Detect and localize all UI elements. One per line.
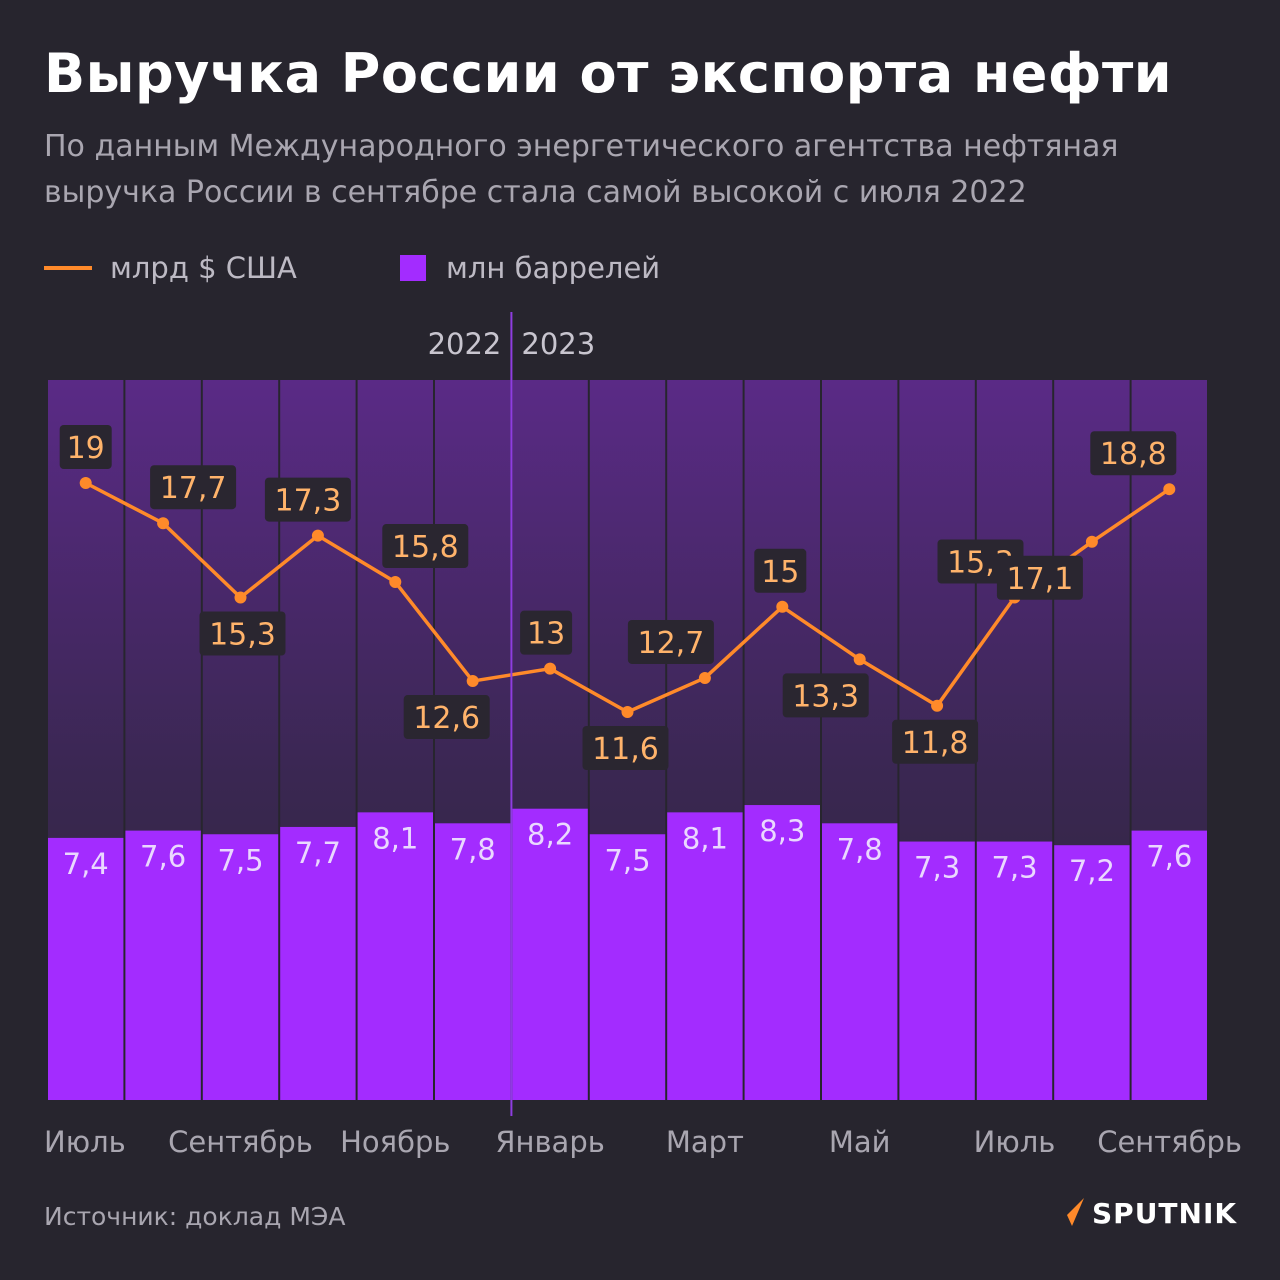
legend-item-volume: млн баррелей — [400, 250, 660, 286]
x-tick-label: Май — [829, 1125, 891, 1159]
revenue-label-box — [520, 610, 573, 655]
revenue-label-box — [627, 619, 714, 664]
volume-bar-label: 7,8 — [837, 832, 883, 866]
sputnik-logo-icon — [1054, 1198, 1084, 1228]
revenue-point — [389, 576, 402, 589]
revenue-label-box — [782, 673, 869, 718]
legend-label-volume: млн баррелей — [446, 251, 661, 285]
x-tick-label: Январь — [495, 1125, 604, 1159]
revenue-point — [544, 662, 557, 675]
volume-bar — [822, 823, 898, 1100]
revenue-point — [311, 529, 324, 542]
x-tick-label: Сентябрь — [1097, 1125, 1242, 1159]
revenue-label: 11,8 — [902, 726, 969, 761]
year-label-2023: 2023 — [521, 327, 595, 361]
volume-bar-label: 7,3 — [914, 851, 960, 885]
volume-bar — [435, 823, 511, 1100]
source-note: Источник: доклад МЭА — [44, 1202, 346, 1231]
volume-bar — [667, 812, 743, 1100]
revenue-point — [1085, 535, 1098, 548]
volume-bar-label: 7,6 — [140, 840, 186, 874]
volume-bar — [589, 834, 666, 1100]
volume-bar — [357, 812, 433, 1100]
volume-bar — [280, 826, 356, 1100]
legend-label-revenue: млрд $ США — [110, 251, 297, 285]
sputnik-logo-text: SPUTNIK — [1092, 1196, 1238, 1230]
volume-bar — [976, 841, 1053, 1100]
revenue-point — [621, 706, 634, 718]
revenue-point — [853, 653, 866, 666]
revenue-point — [79, 477, 92, 489]
volume-bar-label: 8,1 — [372, 821, 418, 855]
x-tick-label: Июль — [44, 1125, 126, 1159]
revenue-label: 11,6 — [592, 732, 659, 767]
x-tick-label: Сентябрь — [168, 1125, 313, 1159]
revenue-label-box — [199, 611, 286, 656]
volume-bar — [1054, 845, 1130, 1100]
revenue-label: 12,7 — [638, 626, 705, 661]
revenue-point — [157, 517, 170, 530]
chart-subtitle: По данным Международного энергетического… — [44, 129, 1119, 210]
revenue-label-box — [582, 726, 669, 770]
revenue-point — [931, 699, 944, 712]
revenue-label: 15,3 — [209, 618, 276, 653]
revenue-label: 18,8 — [1100, 437, 1167, 472]
revenue-point — [698, 671, 711, 684]
revenue-label: 15,8 — [392, 530, 459, 565]
volume-bar — [1131, 830, 1207, 1100]
legend-bar-swatch — [400, 255, 426, 281]
revenue-label: 15 — [761, 555, 799, 590]
volume-bar-label: 7,3 — [991, 851, 1037, 885]
volume-bar-label: 8,3 — [759, 814, 805, 848]
revenue-label-box — [892, 719, 979, 764]
revenue-label: 17,7 — [160, 471, 227, 506]
revenue-label: 17,3 — [275, 484, 342, 519]
volume-bar-label: 8,2 — [527, 818, 573, 852]
volume-bar-label: 7,5 — [604, 843, 650, 877]
revenue-label: 17,1 — [1007, 562, 1074, 597]
year-label-2022: 2022 — [428, 327, 502, 361]
revenue-label-box — [59, 425, 112, 469]
volume-bar — [512, 808, 588, 1100]
revenue-label-box — [264, 477, 351, 522]
volume-bar — [202, 834, 279, 1100]
volume-bar-label: 7,7 — [295, 836, 341, 870]
revenue-label-box — [382, 524, 469, 569]
volume-bar — [48, 837, 124, 1100]
volume-bar-label: 7,4 — [63, 847, 109, 881]
volume-bar — [125, 830, 201, 1100]
volume-bar-label: 8,1 — [682, 821, 728, 855]
revenue-label: 13,3 — [792, 679, 859, 714]
revenue-label-box — [996, 555, 1083, 600]
revenue-label: 19 — [67, 431, 105, 466]
x-tick-label: Ноябрь — [340, 1125, 450, 1159]
volume-bar-label: 7,6 — [1146, 840, 1192, 874]
revenue-label-box — [150, 465, 237, 510]
volume-bar-label: 7,5 — [217, 843, 263, 877]
revenue-point — [234, 591, 247, 604]
revenue-point — [1163, 483, 1176, 496]
legend-line-swatch — [44, 266, 92, 270]
volume-bar — [744, 805, 820, 1100]
x-tick-label: Июль — [974, 1125, 1056, 1159]
revenue-label-box — [1090, 431, 1177, 476]
legend-item-revenue: млрд $ США — [44, 250, 297, 286]
volume-bar-label: 7,2 — [1069, 854, 1115, 888]
x-tick-label: Март — [666, 1125, 744, 1159]
revenue-point — [776, 600, 789, 613]
volume-bar-label: 7,8 — [450, 832, 496, 866]
revenue-label: 13 — [527, 617, 565, 652]
chart-title: Выручка России от экспорта нефти — [44, 42, 1173, 105]
revenue-label-box — [403, 695, 490, 740]
revenue-label-box — [754, 548, 807, 593]
revenue-point — [466, 675, 479, 688]
chart-svg: 7,4 7,6 7,5 7,7 8,1 7,8 8,2 7,5 8,1 8,3 7,8 7,3 7,3 7… — [44, 312, 1242, 1159]
revenue-label: 12,6 — [413, 701, 480, 736]
sputnik-logo: SPUTNIK — [1052, 1196, 1237, 1230]
volume-bar — [899, 841, 975, 1100]
